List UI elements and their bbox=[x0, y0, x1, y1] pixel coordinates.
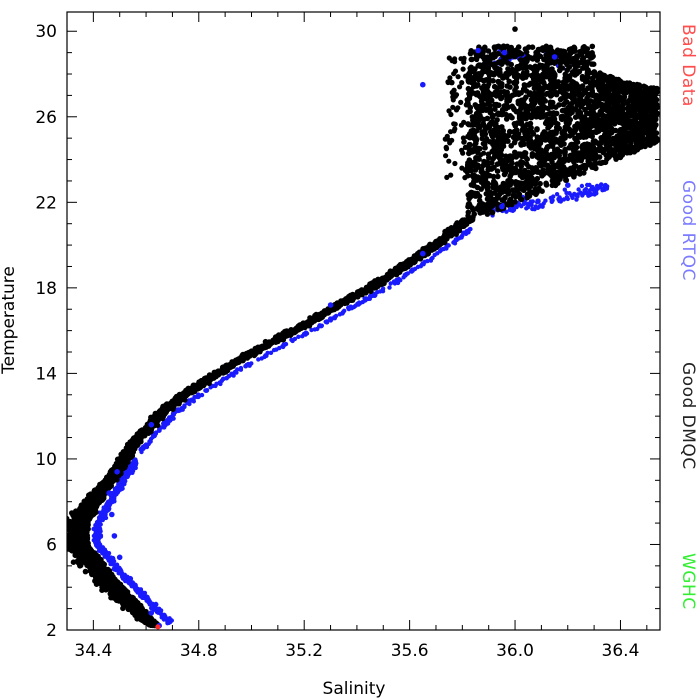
data-point bbox=[122, 451, 128, 458]
data-point bbox=[449, 231, 455, 238]
data-point bbox=[485, 193, 492, 199]
y-tick-label: 18 bbox=[35, 279, 57, 299]
data-point bbox=[122, 588, 128, 595]
data-point bbox=[617, 94, 624, 101]
data-point bbox=[114, 469, 120, 475]
data-point bbox=[393, 267, 400, 274]
x-tick-label: 34.8 bbox=[180, 641, 218, 661]
data-point bbox=[109, 511, 115, 518]
data-point bbox=[512, 26, 518, 32]
x-tick-label: 35.2 bbox=[285, 641, 323, 661]
data-point bbox=[327, 302, 334, 308]
x-tick-label: 36.0 bbox=[496, 641, 534, 661]
data-point bbox=[80, 543, 86, 550]
legend-wghc: WGHC bbox=[678, 553, 698, 610]
data-point bbox=[98, 494, 105, 501]
data-point bbox=[116, 554, 123, 561]
data-point bbox=[533, 49, 539, 56]
x-axis-label: Salinity bbox=[323, 679, 386, 699]
data-point bbox=[543, 131, 550, 137]
data-point bbox=[127, 575, 134, 582]
y-tick-label: 30 bbox=[35, 22, 57, 42]
y-tick-label: 26 bbox=[35, 108, 57, 128]
legend-good-rtqc: Good RTQC bbox=[678, 180, 698, 281]
y-tick-label: 6 bbox=[46, 535, 57, 555]
y-tick-label: 10 bbox=[35, 450, 57, 470]
data-point bbox=[74, 537, 81, 543]
series-points bbox=[74, 26, 650, 630]
plot-frame bbox=[66, 11, 661, 631]
y-tick-label: 2 bbox=[46, 621, 57, 641]
x-tick-label: 34.4 bbox=[74, 641, 112, 661]
data-point bbox=[138, 593, 144, 599]
data-point bbox=[551, 54, 558, 60]
data-point bbox=[470, 214, 476, 221]
y-tick-label: 22 bbox=[35, 193, 57, 213]
data-point bbox=[267, 340, 273, 347]
data-point bbox=[156, 409, 162, 415]
legend-bad-data: Bad Data bbox=[678, 24, 698, 107]
data-point bbox=[449, 79, 455, 86]
x-tick-label: 36.4 bbox=[602, 641, 640, 661]
data-point bbox=[111, 533, 118, 539]
data-point bbox=[93, 554, 99, 561]
data-point bbox=[111, 473, 118, 479]
data-point bbox=[180, 392, 186, 398]
data-point bbox=[106, 571, 112, 578]
data-point bbox=[106, 490, 112, 496]
data-point bbox=[420, 250, 426, 257]
series-good-dmqc-cloud bbox=[67, 43, 660, 629]
data-point bbox=[138, 430, 144, 437]
plot-content bbox=[67, 26, 660, 630]
data-point bbox=[565, 182, 571, 188]
data-point bbox=[138, 605, 144, 612]
data-point bbox=[330, 306, 337, 313]
data-point bbox=[501, 171, 508, 178]
data-point bbox=[420, 81, 426, 88]
legend-good-dmqc: Good DMQC bbox=[678, 362, 698, 470]
data-point bbox=[591, 105, 597, 111]
x-tick-label: 35.6 bbox=[391, 641, 429, 661]
data-point bbox=[644, 105, 650, 111]
y-tick-label: 14 bbox=[35, 364, 57, 384]
data-point bbox=[501, 49, 508, 56]
data-point bbox=[85, 516, 91, 522]
data-point bbox=[522, 150, 529, 156]
y-axis-label: Temperature bbox=[0, 266, 19, 375]
data-point bbox=[298, 323, 305, 330]
data-point bbox=[475, 47, 481, 54]
data-point bbox=[362, 287, 368, 293]
data-point bbox=[565, 118, 571, 124]
data-point bbox=[148, 421, 155, 428]
data-point bbox=[485, 58, 492, 64]
data-point bbox=[148, 610, 155, 616]
data-point bbox=[206, 374, 213, 381]
data-point bbox=[499, 203, 505, 210]
data-point bbox=[235, 357, 242, 364]
